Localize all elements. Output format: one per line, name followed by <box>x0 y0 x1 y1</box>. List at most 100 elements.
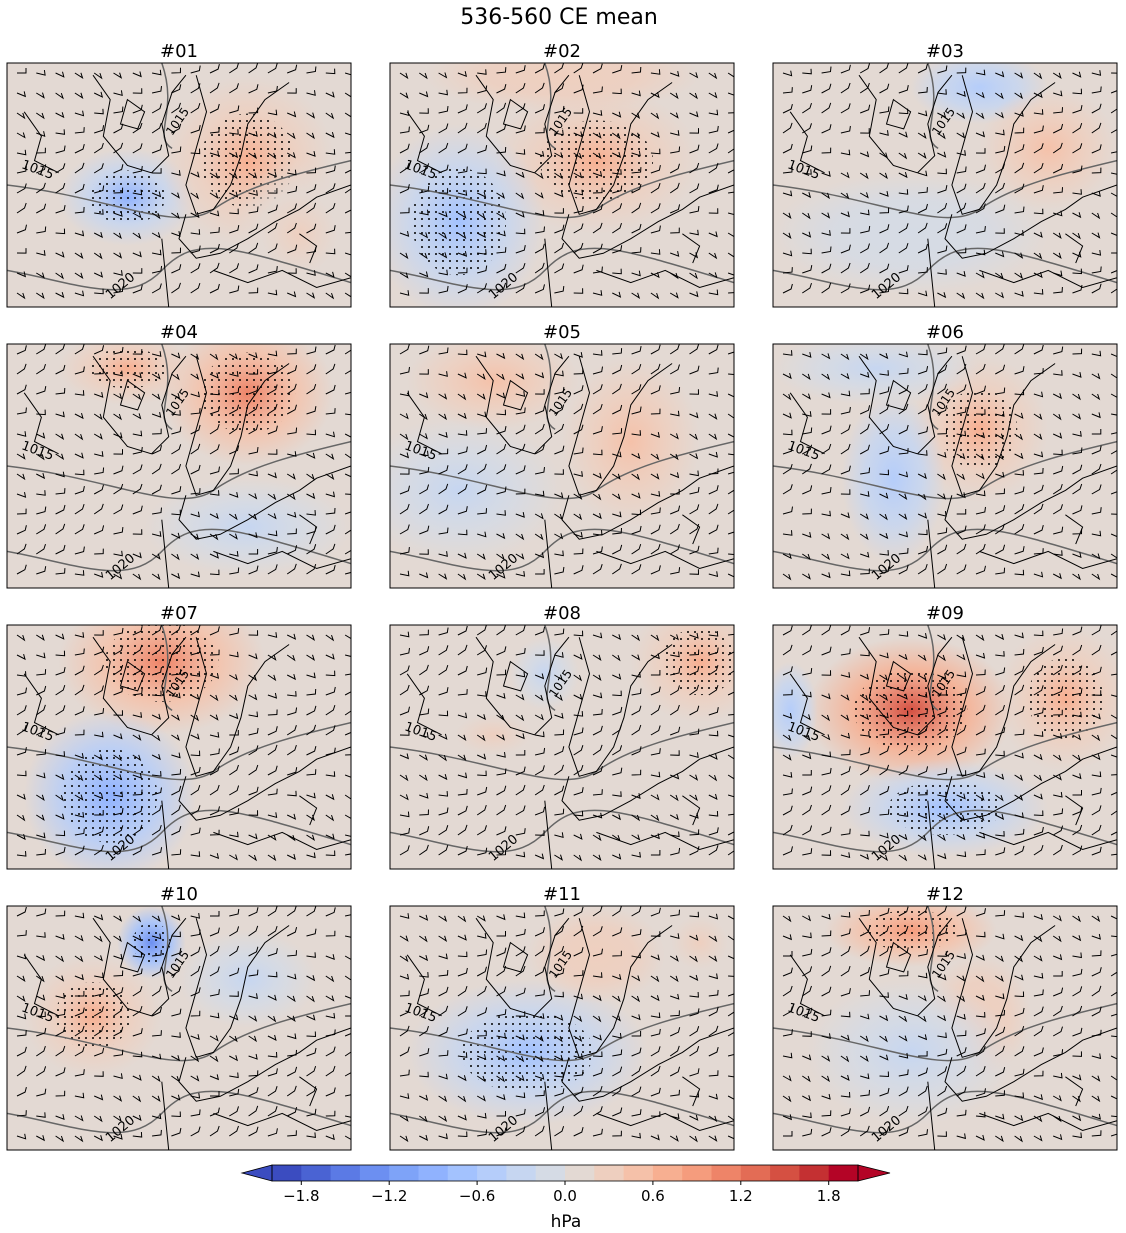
wind-barb <box>190 488 201 495</box>
wind-barb <box>631 509 642 516</box>
wind-barb <box>477 1030 487 1037</box>
wind-barb <box>975 1066 986 1077</box>
wind-barb <box>399 252 409 260</box>
wind-barb <box>344 453 351 459</box>
wind-barb <box>727 831 734 836</box>
wind-barb <box>859 784 870 796</box>
wind-barb <box>399 184 410 194</box>
wind-barb <box>1072 952 1082 959</box>
wind-barb <box>267 564 278 575</box>
wind-barb <box>399 485 410 495</box>
wind-barb <box>36 908 47 917</box>
wind-barb <box>592 290 603 296</box>
wind-barb <box>113 774 123 781</box>
wind-barb <box>592 692 603 699</box>
wind-barb <box>879 1015 889 1022</box>
wind-barb <box>612 527 622 535</box>
wind-barb <box>898 189 909 195</box>
wind-barb <box>419 466 430 475</box>
wind-barb <box>534 284 545 294</box>
wind-barb <box>1072 505 1083 515</box>
wind-barb <box>16 653 26 661</box>
wind-barb <box>267 632 278 638</box>
wind-barb <box>171 67 181 74</box>
wind-barb <box>573 513 583 521</box>
wind-barb <box>457 104 468 114</box>
wind-barb <box>975 363 986 375</box>
wind-barb <box>782 212 792 219</box>
wind-barb <box>496 669 507 676</box>
wind-barb <box>821 282 832 294</box>
wind-barb <box>859 262 870 274</box>
wind-barb <box>840 390 851 397</box>
wind-barb <box>1033 271 1043 279</box>
wind-barb <box>306 1031 317 1038</box>
wind-barb <box>419 1006 429 1017</box>
wind-barb <box>956 834 966 841</box>
wind-barb <box>1014 412 1024 419</box>
wind-barb <box>457 951 468 958</box>
wind-barb <box>344 710 351 716</box>
wind-barb <box>438 527 449 535</box>
wind-barb <box>515 553 525 560</box>
wind-barb <box>554 628 565 636</box>
wind-barb <box>1110 953 1117 957</box>
wind-barb <box>151 265 163 274</box>
wind-barb <box>171 463 182 475</box>
wind-barb <box>132 505 143 515</box>
wind-barb <box>975 203 986 214</box>
wind-barb <box>554 1126 565 1137</box>
wind-barb <box>956 91 966 97</box>
wind-barb <box>956 430 967 437</box>
wind-barb <box>16 1133 27 1140</box>
wind-barb <box>496 230 506 237</box>
wind-barb <box>573 531 583 538</box>
wind-barb <box>1053 370 1063 376</box>
significance-stippling <box>539 120 654 201</box>
panel-title: #07 <box>160 603 198 624</box>
wind-barb <box>995 933 1005 940</box>
wind-barb <box>209 1074 219 1081</box>
wind-barb <box>956 492 966 499</box>
wind-barb <box>631 975 641 982</box>
wind-barb <box>113 270 123 276</box>
wind-barb <box>534 806 546 816</box>
wind-barb <box>1072 665 1083 676</box>
wind-barb <box>821 533 831 540</box>
wind-barb <box>515 465 526 475</box>
wind-barb <box>1033 731 1044 737</box>
wind-barb <box>132 712 143 718</box>
wind-barb <box>267 152 277 160</box>
wind-barb <box>840 406 851 415</box>
wind-barb <box>937 706 948 716</box>
wind-barb <box>496 768 507 776</box>
wind-barb <box>975 1028 986 1037</box>
wind-barb <box>975 725 986 736</box>
wind-barb <box>210 911 220 917</box>
wind-barb <box>209 172 219 179</box>
wind-barb <box>113 483 124 495</box>
wind-barb <box>113 1095 123 1102</box>
wind-barb <box>689 291 699 298</box>
wind-barb <box>306 1065 317 1077</box>
wind-barb <box>209 945 220 957</box>
wind-barb <box>821 464 832 475</box>
wind-barb <box>612 950 622 957</box>
wind-barb <box>113 504 124 515</box>
wind-barb <box>190 229 201 235</box>
wind-barbs <box>782 625 1117 862</box>
wind-barb <box>1072 447 1083 455</box>
wind-barb <box>457 915 467 923</box>
wind-barb <box>592 812 603 819</box>
wind-barb <box>55 523 66 535</box>
wind-barb <box>631 906 642 917</box>
wind-barb <box>457 689 468 696</box>
wind-barb <box>190 784 201 796</box>
wind-barb <box>917 725 928 736</box>
wind-barb <box>534 927 545 937</box>
wind-barb <box>708 391 719 397</box>
wind-barb <box>477 770 487 777</box>
wind-barb <box>1014 1007 1025 1017</box>
wind-barb <box>573 471 583 477</box>
wind-barb <box>399 433 409 441</box>
